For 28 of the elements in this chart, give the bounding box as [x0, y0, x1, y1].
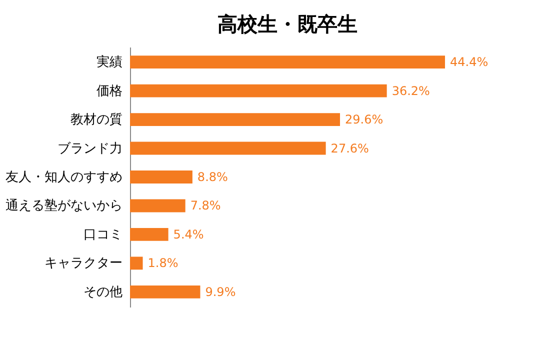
- data-label: 9.9%: [205, 284, 236, 299]
- y-tick-label: 通える塾がないから: [6, 198, 122, 214]
- bar: [130, 228, 168, 241]
- y-tick-label: 実績: [96, 54, 122, 70]
- bar: [130, 285, 200, 298]
- y-tick-label: 口コミ: [84, 227, 122, 242]
- data-label: 27.6%: [330, 141, 369, 156]
- y-tick-label: その他: [84, 284, 122, 300]
- bar: [130, 256, 143, 270]
- data-label: 36.2%: [392, 84, 430, 98]
- y-tick-label: 価格: [96, 84, 122, 99]
- bar: [130, 199, 186, 212]
- bar: [130, 56, 445, 69]
- chart-title: 高校生・既卒生: [218, 12, 358, 36]
- bar: [130, 113, 340, 126]
- data-label: 44.4%: [450, 55, 488, 70]
- data-label: 8.8%: [197, 170, 228, 184]
- data-label: 7.8%: [190, 198, 221, 213]
- y-tick-label: 友人・知人のすすめ: [6, 170, 122, 185]
- y-tick-label: ブランド力: [58, 141, 122, 156]
- y-tick-label: 教材の質: [70, 112, 122, 128]
- data-label: 5.4%: [173, 227, 204, 242]
- bar: [130, 170, 192, 184]
- bar: [130, 142, 326, 155]
- bar: [130, 84, 387, 98]
- data-label: 29.6%: [345, 112, 384, 127]
- y-tick-label: キャラクター: [44, 256, 122, 272]
- data-label: 1.8%: [148, 256, 178, 270]
